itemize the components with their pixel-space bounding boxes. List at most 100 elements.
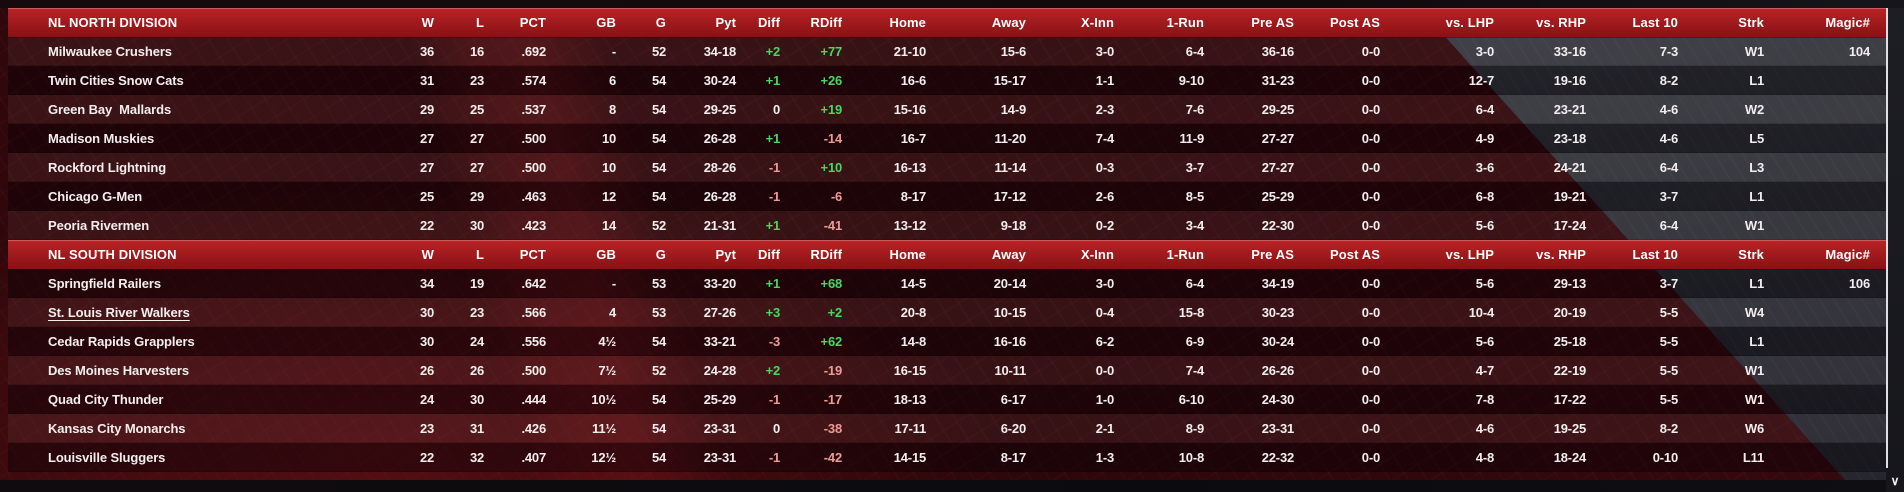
- column-header-g[interactable]: G: [655, 247, 666, 262]
- column-header-diff[interactable]: Diff: [757, 247, 780, 262]
- stat-vs-lhp: 5-6: [1475, 218, 1494, 233]
- column-header-vs-rhp[interactable]: vs. RHP: [1536, 15, 1586, 30]
- team-row[interactable]: Quad City Thunder 24 30 .444 10½ 54 25-29 -1 -17…: [8, 385, 1886, 414]
- team-row[interactable]: Louisville Sluggers 22 32 .407 12½ 54 23-31 -1 -…: [8, 443, 1886, 472]
- column-header-pct[interactable]: PCT: [519, 247, 546, 262]
- column-header-1-run[interactable]: 1-Run: [1166, 15, 1204, 30]
- column-header-1-run[interactable]: 1-Run: [1166, 247, 1204, 262]
- column-header-magic-number[interactable]: Magic#: [1825, 247, 1870, 262]
- stat-magic-number: [1792, 414, 1886, 443]
- stat-gb: 14: [601, 218, 616, 233]
- column-header-gb[interactable]: GB: [596, 247, 616, 262]
- column-header-pyt[interactable]: Pyt: [715, 247, 736, 262]
- stat-pre-as: 30-23: [1261, 305, 1294, 320]
- team-name-link[interactable]: Peoria Rivermen: [48, 218, 150, 233]
- column-header-strk[interactable]: Strk: [1738, 15, 1764, 30]
- team-row[interactable]: Twin Cities Snow Cats 31 23 .574 6 54 30-24 +1 +…: [8, 66, 1886, 95]
- team-name-link[interactable]: St. Louis River Walkers: [48, 305, 190, 320]
- column-header-pyt[interactable]: Pyt: [715, 15, 736, 30]
- column-header-vs-lhp[interactable]: vs. LHP: [1445, 15, 1494, 30]
- stat-strk: L1: [1749, 73, 1764, 88]
- team-row[interactable]: Rockford Lightning 27 27 .500 10 54 28-26 -1 +10…: [8, 153, 1886, 182]
- column-header-home[interactable]: Home: [889, 247, 926, 262]
- column-header-pre-as[interactable]: Pre AS: [1251, 247, 1294, 262]
- stat-away: 10-15: [993, 305, 1026, 320]
- stat-diff: +2: [765, 44, 781, 59]
- stat-post-as: 0-0: [1361, 392, 1380, 407]
- column-header-l[interactable]: L: [475, 247, 484, 262]
- scroll-down-arrow-icon[interactable]: ∨: [1890, 474, 1900, 488]
- column-header-away[interactable]: Away: [991, 247, 1026, 262]
- team-name-link[interactable]: Cedar Rapids Grapplers: [48, 334, 195, 349]
- column-header-w[interactable]: W: [421, 15, 434, 30]
- column-header-pct[interactable]: PCT: [519, 15, 546, 30]
- team-name-link[interactable]: Louisville Sluggers: [48, 450, 166, 465]
- stat-1-run: 6-9: [1185, 334, 1204, 349]
- stat-last-10: 7-3: [1659, 44, 1678, 59]
- team-name-link[interactable]: Kansas City Monarchs: [48, 421, 186, 436]
- stat-vs-lhp: 10-4: [1468, 305, 1494, 320]
- team-name-link[interactable]: Rockford Lightning: [48, 160, 167, 175]
- column-header-diff[interactable]: Diff: [757, 15, 780, 30]
- stat-pct: .692: [521, 44, 546, 59]
- column-header-post-as[interactable]: Post AS: [1329, 247, 1380, 262]
- column-header-g[interactable]: G: [655, 15, 666, 30]
- team-row[interactable]: Des Moines Harvesters 26 26 .500 7½ 52 24-28 +2…: [8, 356, 1886, 385]
- stat-g: 54: [651, 160, 666, 175]
- scrollbar-track-line[interactable]: [1886, 8, 1888, 468]
- team-name-link[interactable]: Des Moines Harvesters: [48, 363, 189, 378]
- division-nl-south: NL SOUTH DIVISION W L PCT GB G Pyt Diff RDiff Hom…: [8, 240, 1886, 472]
- column-header-l[interactable]: L: [475, 15, 484, 30]
- team-name-link[interactable]: Chicago G-Men: [48, 189, 143, 204]
- column-header-vs-lhp[interactable]: vs. LHP: [1445, 247, 1494, 262]
- stat-diff: -1: [768, 392, 780, 407]
- stat-pct: .423: [521, 218, 546, 233]
- vertical-scrollbar[interactable]: ∨: [1886, 8, 1904, 492]
- column-header-rdiff[interactable]: RDiff: [810, 15, 842, 30]
- stat-1-run: 6-10: [1178, 392, 1204, 407]
- team-row[interactable]: Chicago G-Men 25 29 .463 12 54 26-28 -1 -6 8-17 17…: [8, 182, 1886, 211]
- team-row[interactable]: Springfield Railers 34 19 .642 - 53 33-20 +1 +68…: [8, 269, 1886, 298]
- column-header-gb[interactable]: GB: [596, 15, 616, 30]
- team-row[interactable]: Peoria Rivermen 22 30 .423 14 52 21-31 +1 -41 13-…: [8, 211, 1886, 240]
- column-header-last-10[interactable]: Last 10: [1632, 247, 1678, 262]
- team-name-link[interactable]: Madison Muskies: [48, 131, 155, 146]
- column-header-last-10[interactable]: Last 10: [1632, 15, 1678, 30]
- team-name-link[interactable]: Twin Cities Snow Cats: [48, 73, 184, 88]
- column-header-vs-rhp[interactable]: vs. RHP: [1536, 247, 1586, 262]
- stat-post-as: 0-0: [1361, 334, 1380, 349]
- team-row[interactable]: St. Louis River Walkers 30 23 .566 4 53 27-26 +…: [8, 298, 1886, 327]
- stat-w: 27: [419, 131, 434, 146]
- column-header-x-inn[interactable]: X-Inn: [1081, 247, 1114, 262]
- column-header-away[interactable]: Away: [991, 15, 1026, 30]
- column-header-home[interactable]: Home: [889, 15, 926, 30]
- stat-l: 23: [469, 73, 484, 88]
- stat-gb: 6: [608, 73, 616, 88]
- stat-pyt: 33-20: [703, 276, 736, 291]
- stat-g: 54: [651, 189, 666, 204]
- column-header-w[interactable]: W: [421, 247, 434, 262]
- team-name-link[interactable]: Springfield Railers: [48, 276, 161, 291]
- team-row[interactable]: Milwaukee Crushers 36 16 .692 - 52 34-18 +2 +77 2…: [8, 37, 1886, 66]
- column-header-pre-as[interactable]: Pre AS: [1251, 15, 1294, 30]
- column-header-magic-number[interactable]: Magic#: [1825, 15, 1870, 30]
- team-name-link[interactable]: Milwaukee Crushers: [48, 44, 172, 59]
- column-header-strk[interactable]: Strk: [1738, 247, 1764, 262]
- team-row[interactable]: Kansas City Monarchs 23 31.426 11½ 54 23-31 0-…: [8, 414, 1886, 443]
- stat-x-inn: 2-3: [1095, 102, 1114, 117]
- team-name-link[interactable]: Green Bay Mallards: [48, 102, 172, 117]
- stat-w: 22: [419, 218, 434, 233]
- team-row[interactable]: Madison Muskies 27 27 .500 10 54 26-28 +1 -14 16-…: [8, 124, 1886, 153]
- column-header-post-as[interactable]: Post AS: [1329, 15, 1380, 30]
- team-row[interactable]: Cedar Rapids Grapplers 30 24 .556 4½ 54 33-21 -…: [8, 327, 1886, 356]
- stat-l: 16: [469, 44, 484, 59]
- stat-home: 16-15: [893, 363, 926, 378]
- team-row[interactable]: Green Bay Mallards 29 25 .537 8 54 29-25 0 +19 15…: [8, 95, 1886, 124]
- stat-pyt: 33-21: [703, 334, 736, 349]
- stat-magic-number: [1792, 66, 1886, 95]
- stat-pct: .500: [521, 363, 546, 378]
- stat-l: 30: [469, 218, 484, 233]
- column-header-rdiff[interactable]: RDiff: [810, 247, 842, 262]
- column-header-x-inn[interactable]: X-Inn: [1081, 15, 1114, 30]
- team-name-link[interactable]: Quad City Thunder: [48, 392, 164, 407]
